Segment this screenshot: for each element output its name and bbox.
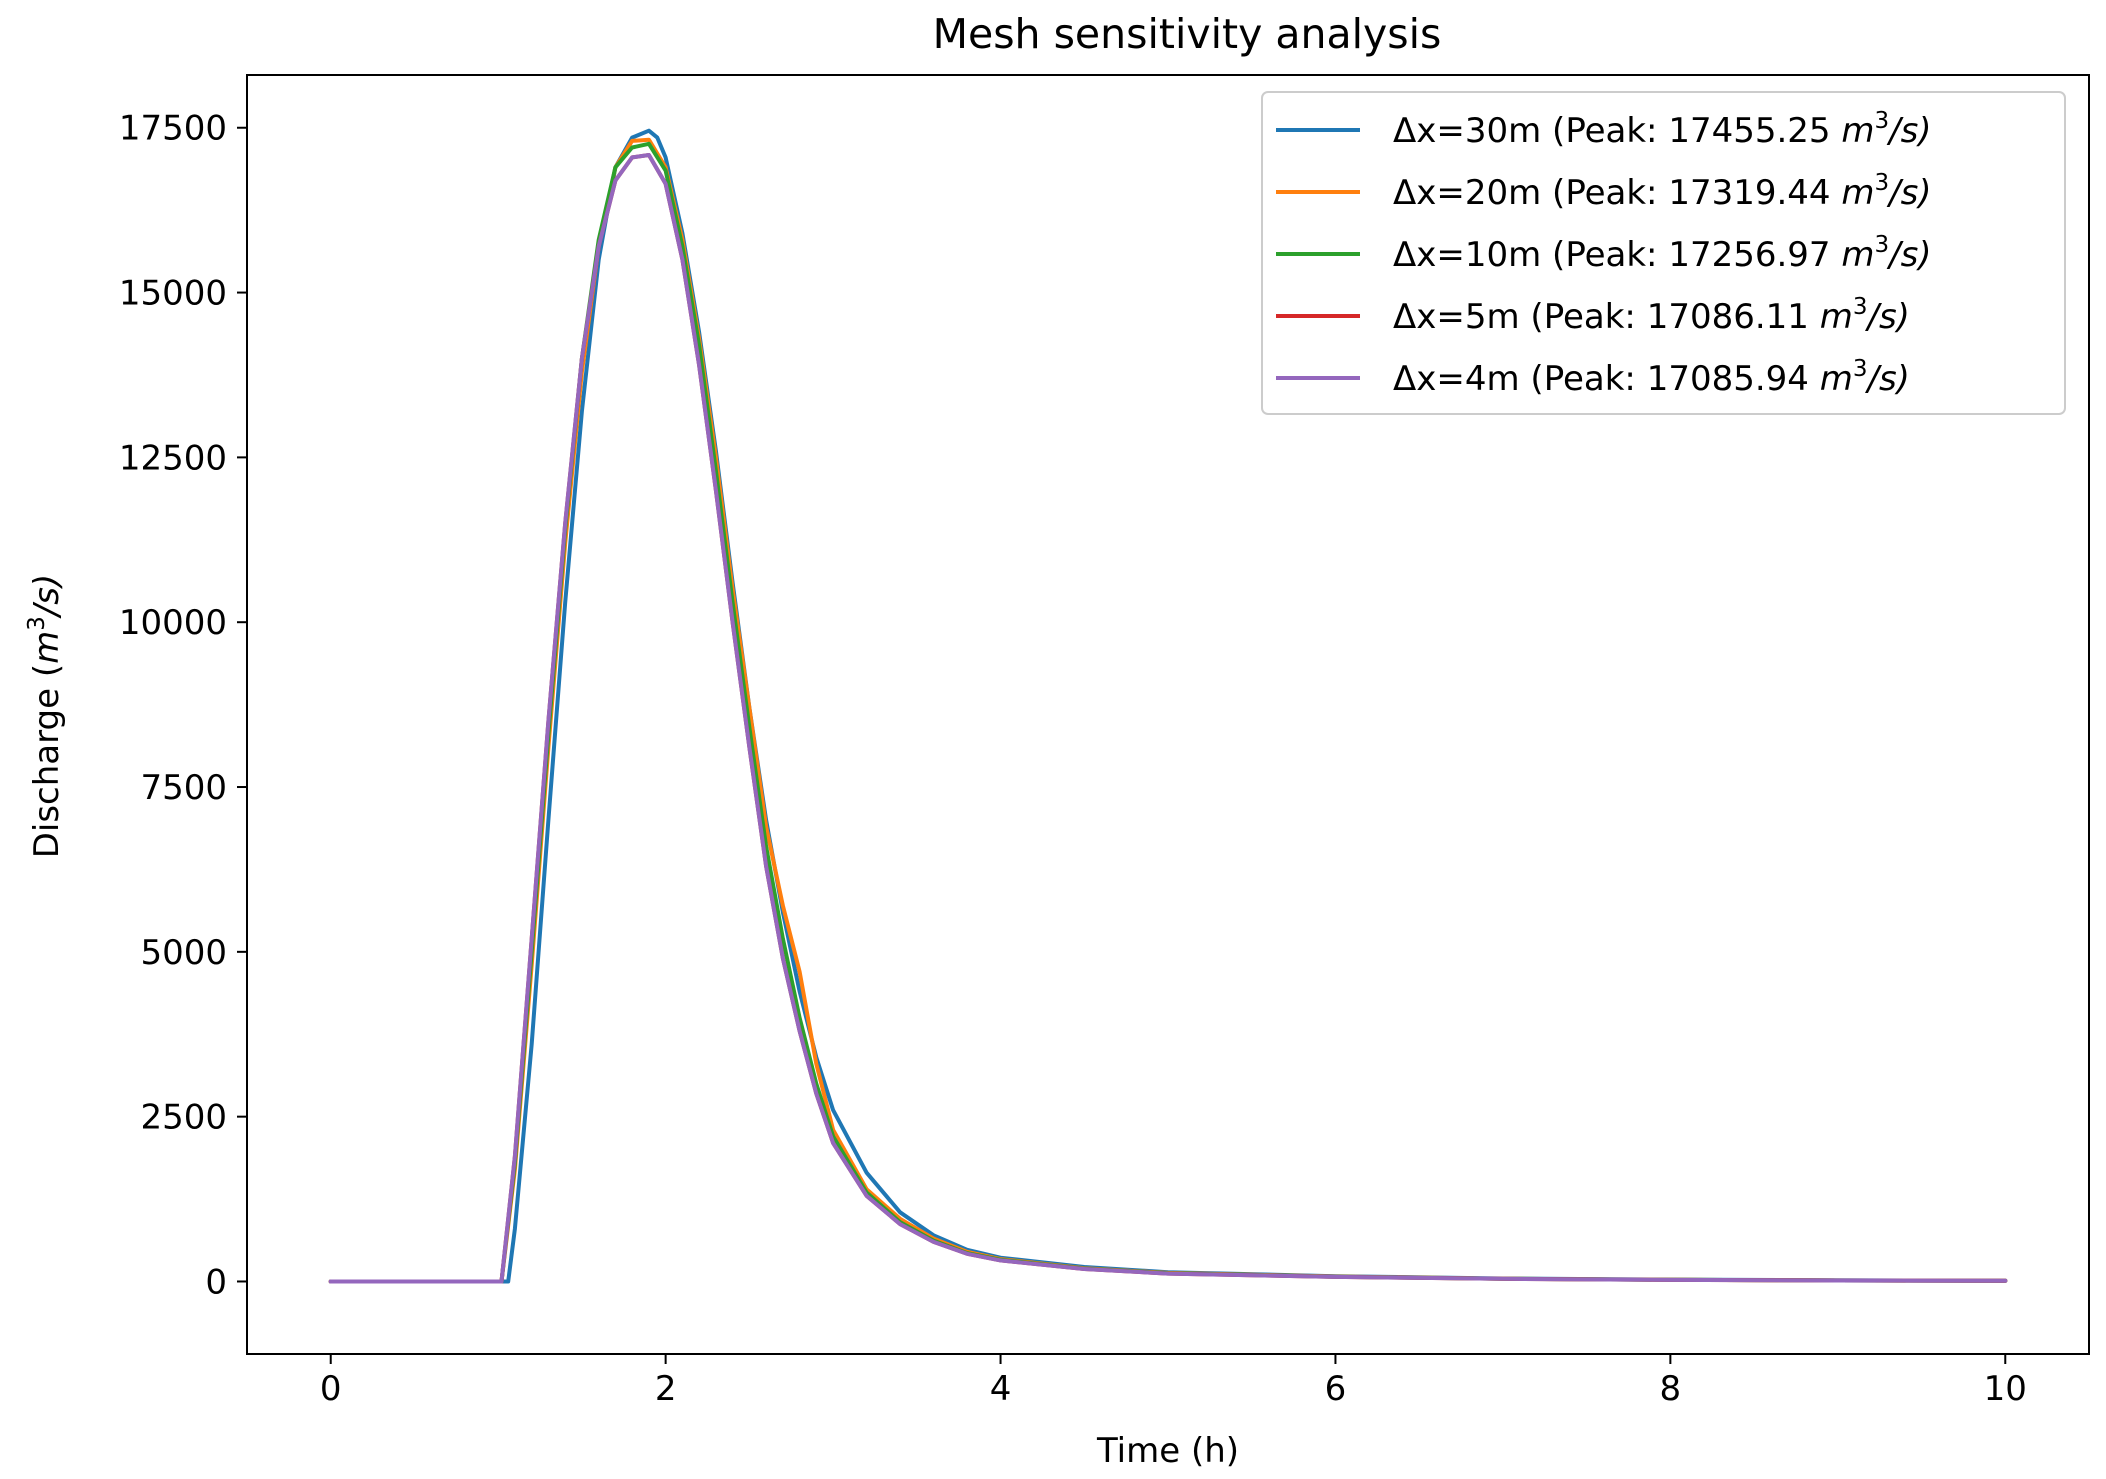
x-tick-label: 4	[990, 1369, 1012, 1409]
x-axis-label: Time (h)	[1096, 1431, 1239, 1471]
legend-label-4: Δx=5m (Peak: 17086.11 m3/s)	[1393, 294, 1910, 337]
legend-label-1: Δx=30m (Peak: 17455.25 m3/s)	[1393, 108, 1932, 151]
legend-label-prefix: Δx=30m (Peak: 17455.25	[1393, 111, 1841, 151]
legend-label-exp: 3	[1874, 232, 1889, 258]
y-axis-label-suffix: /s)	[27, 574, 67, 619]
legend-label-unit: m	[1820, 359, 1853, 399]
x-tick-label: 10	[1984, 1369, 2027, 1409]
y-tick-label: 2500	[140, 1098, 227, 1138]
legend-label-3: Δx=10m (Peak: 17256.97 m3/s)	[1393, 232, 1932, 275]
legend-label-2: Δx=20m (Peak: 17319.44 m3/s)	[1393, 170, 1932, 213]
y-tick-label: 10000	[119, 603, 227, 643]
y-tick-label: 5000	[140, 933, 227, 973]
y-tick-label: 7500	[140, 768, 227, 808]
legend-label-prefix: Δx=20m (Peak: 17319.44	[1393, 173, 1841, 213]
y-tick-label: 17500	[119, 109, 227, 149]
y-tick-label: 15000	[119, 274, 227, 314]
legend-label-suffix: /s)	[1886, 235, 1931, 275]
x-axis: 0 2 4 6 8 10	[320, 1354, 2027, 1409]
legend-entries: Δx=30m (Peak: 17455.25 m3/s)Δx=20m (Peak…	[1276, 108, 1932, 399]
legend-label-5: Δx=4m (Peak: 17085.94 m3/s)	[1393, 356, 1910, 399]
y-axis: 0 2500 5000 7500 10000 12500 15000 17500	[119, 109, 247, 1302]
legend-label-exp: 3	[1874, 108, 1889, 134]
legend-label-prefix: Δx=5m (Peak: 17086.11	[1393, 297, 1820, 337]
series-line-5	[328, 153, 2008, 1284]
legend-label-unit: m	[1820, 297, 1853, 337]
legend-box	[1261, 91, 2066, 415]
series-layer	[328, 128, 2008, 1284]
legend-label-exp: 3	[1853, 294, 1868, 320]
legend-label-exp: 3	[1853, 356, 1868, 382]
plot-area-frame	[246, 74, 2090, 1355]
chart-title: Mesh sensitivity analysis	[933, 10, 1442, 58]
legend-label-prefix: Δx=10m (Peak: 17256.97	[1393, 235, 1841, 275]
legend: Δx=30m (Peak: 17455.25 m3/s)Δx=20m (Peak…	[1261, 91, 2066, 415]
y-axis-label-prefix: Discharge (	[27, 664, 67, 858]
legend-label-prefix: Δx=4m (Peak: 17085.94	[1393, 359, 1820, 399]
y-axis-label-unit: m	[27, 631, 67, 664]
legend-label-exp: 3	[1874, 170, 1889, 196]
x-tick-label: 0	[320, 1369, 342, 1409]
y-axis-label: Discharge (m3/s)	[24, 574, 67, 859]
x-tick-label: 2	[655, 1369, 677, 1409]
y-tick-label: 12500	[119, 438, 227, 478]
legend-label-unit: m	[1841, 235, 1874, 275]
x-tick-label: 6	[1325, 1369, 1347, 1409]
legend-label-suffix: /s)	[1865, 297, 1910, 337]
y-axis-label-exp: 3	[24, 616, 50, 631]
y-tick-label: 0	[205, 1262, 227, 1302]
legend-label-unit: m	[1841, 111, 1874, 151]
legend-label-suffix: /s)	[1886, 173, 1931, 213]
legend-label-unit: m	[1841, 173, 1874, 213]
x-tick-label: 8	[1660, 1369, 1682, 1409]
legend-label-suffix: /s)	[1865, 359, 1910, 399]
legend-label-suffix: /s)	[1886, 111, 1931, 151]
